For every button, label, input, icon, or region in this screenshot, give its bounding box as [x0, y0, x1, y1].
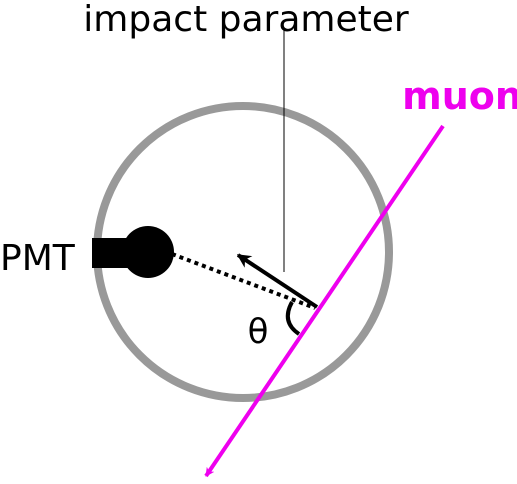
muon-label: muon [402, 74, 517, 118]
pmt-label: PMT [0, 238, 76, 279]
pmt-to-track-dotted-line [171, 252, 316, 310]
pmt-head [122, 226, 174, 278]
theta-label: θ [248, 312, 269, 352]
theta-angle-arc [285, 301, 301, 336]
muon-track-arrow [204, 124, 445, 478]
impact-parameter-label: impact parameter [83, 0, 409, 40]
impact-direction-arrow [236, 253, 319, 309]
